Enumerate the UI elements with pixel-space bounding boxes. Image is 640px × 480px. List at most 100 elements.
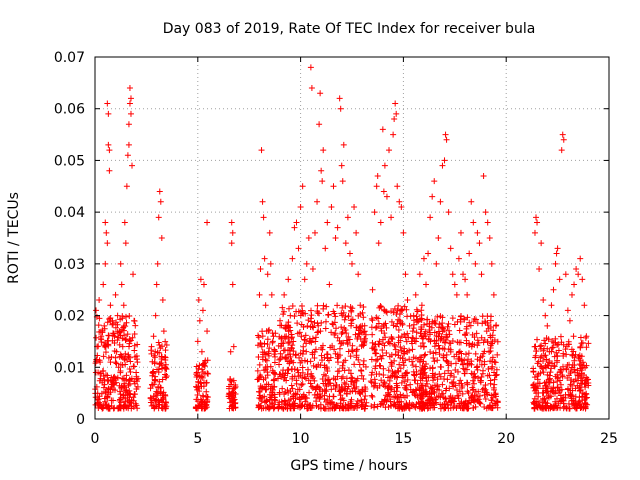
data-point: [98, 338, 105, 345]
data-point: [394, 367, 401, 374]
data-point: [340, 397, 347, 404]
data-point: [441, 157, 448, 164]
data-point: [347, 353, 354, 360]
data-point: [463, 323, 470, 330]
data-point: [255, 388, 262, 395]
data-point: [322, 245, 329, 252]
data-point: [492, 359, 499, 366]
data-point: [404, 349, 411, 356]
data-point: [540, 369, 547, 376]
data-point: [577, 373, 584, 380]
data-point: [227, 348, 234, 355]
data-point: [559, 373, 566, 380]
data-point: [293, 219, 300, 226]
data-point: [322, 318, 329, 325]
data-point: [489, 358, 496, 365]
data-point: [554, 375, 561, 382]
data-point: [396, 198, 403, 205]
data-point: [113, 348, 120, 355]
data-point: [130, 271, 137, 278]
data-point: [381, 162, 388, 169]
data-point: [281, 376, 288, 383]
data-point: [567, 381, 574, 388]
data-point: [297, 312, 304, 319]
data-point: [311, 319, 318, 326]
data-point: [379, 126, 386, 133]
data-point: [487, 313, 494, 320]
data-point: [484, 391, 491, 398]
data-point: [450, 404, 457, 411]
data-point: [105, 110, 112, 117]
data-point: [383, 350, 390, 357]
data-point: [300, 343, 307, 350]
data-point: [553, 349, 560, 356]
data-point: [531, 229, 538, 236]
data-point: [432, 349, 439, 356]
data-point: [372, 324, 379, 331]
data-point: [336, 368, 343, 375]
data-point: [256, 361, 263, 368]
data-point: [401, 345, 408, 352]
data-point: [338, 375, 345, 382]
data-point: [390, 322, 397, 329]
data-point: [229, 229, 236, 236]
y-tick-label: 0.05: [54, 153, 85, 169]
data-point: [227, 381, 234, 388]
data-point: [351, 203, 358, 210]
data-point: [362, 335, 369, 342]
data-point: [334, 224, 341, 231]
data-point: [131, 317, 138, 324]
data-point: [127, 95, 134, 102]
data-point: [99, 379, 106, 386]
data-point: [155, 369, 162, 376]
data-point: [395, 316, 402, 323]
data-point: [122, 240, 129, 247]
data-point: [308, 339, 315, 346]
data-point: [285, 319, 292, 326]
data-point: [494, 351, 501, 358]
data-point: [103, 229, 110, 236]
data-point: [371, 209, 378, 216]
data-point: [429, 372, 436, 379]
data-point: [369, 331, 376, 338]
data-point: [572, 351, 579, 358]
data-point: [547, 388, 554, 395]
data-point: [441, 346, 448, 353]
data-point: [348, 308, 355, 315]
data-point: [545, 393, 552, 400]
data-point: [260, 214, 267, 221]
data-point: [361, 338, 368, 345]
data-point: [417, 330, 424, 337]
data-point: [564, 374, 571, 381]
data-point: [418, 326, 425, 333]
data-point: [427, 384, 434, 391]
data-point: [289, 255, 296, 262]
data-point: [404, 330, 411, 337]
data-point: [547, 369, 554, 376]
data-point: [281, 374, 288, 381]
data-point: [299, 309, 306, 316]
data-point: [258, 147, 265, 154]
data-point: [558, 397, 565, 404]
data-point: [156, 341, 163, 348]
data-point: [314, 198, 321, 205]
data-point: [551, 353, 558, 360]
data-point: [341, 316, 348, 323]
data-point: [371, 404, 378, 411]
data-point: [360, 357, 367, 364]
data-point: [313, 402, 320, 409]
data-point: [102, 219, 109, 226]
data-point: [458, 312, 465, 319]
data-point: [336, 95, 343, 102]
data-point: [396, 361, 403, 368]
data-point: [535, 393, 542, 400]
data-point: [550, 344, 557, 351]
data-point: [437, 198, 444, 205]
data-point: [420, 333, 427, 340]
data-point: [257, 395, 264, 402]
data-point: [289, 385, 296, 392]
data-point: [307, 358, 314, 365]
data-point: [259, 333, 266, 340]
data-point: [96, 297, 103, 304]
data-point: [386, 147, 393, 154]
